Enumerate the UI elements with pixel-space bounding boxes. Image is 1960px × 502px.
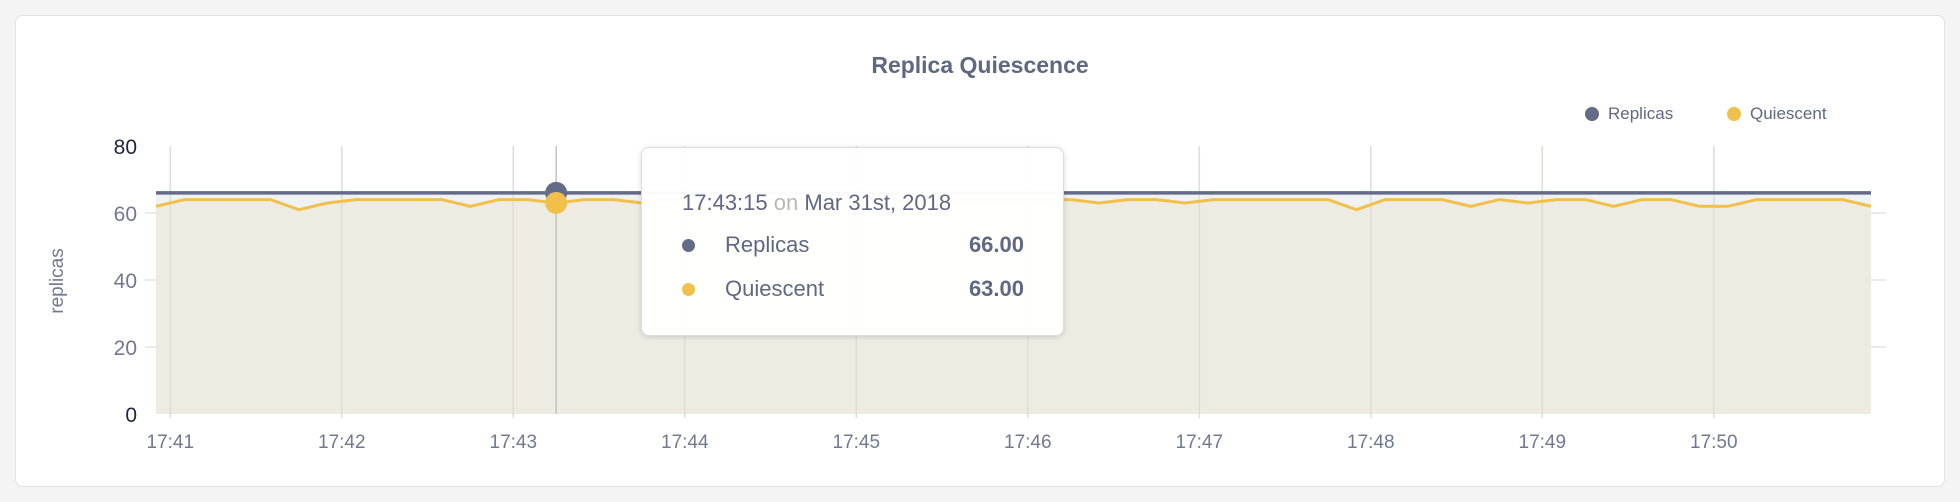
quiescent-legend-dot-icon bbox=[1727, 107, 1741, 121]
tooltip-series-value: 63.00 bbox=[968, 276, 1024, 301]
y-tick-label: 40 bbox=[114, 270, 137, 293]
tooltip-date: Mar 31st, 2018 bbox=[804, 190, 952, 215]
x-tick-label: 17:42 bbox=[318, 432, 366, 453]
chart-tooltip: 17:43:15 on Mar 31st, 2018 Replicas 66.0… bbox=[641, 147, 1064, 336]
y-tick-label: 80 bbox=[114, 136, 137, 159]
tooltip-row-replicas: Replicas 66.00 bbox=[682, 232, 1024, 258]
y-axis-label: replicas bbox=[47, 248, 68, 313]
tooltip-timestamp: 17:43:15 on Mar 31st, 2018 bbox=[682, 190, 951, 216]
x-tick-label: 17:41 bbox=[147, 432, 195, 453]
x-tick-label: 17:49 bbox=[1519, 432, 1567, 453]
legend-item-quiescent[interactable]: Quiescent bbox=[1727, 104, 1827, 124]
tooltip-series-name: Quiescent bbox=[725, 276, 825, 301]
tooltip-series-name: Replicas bbox=[725, 232, 810, 257]
x-tick-label: 17:48 bbox=[1347, 432, 1395, 453]
legend-label: Quiescent bbox=[1750, 104, 1827, 123]
legend-label: Replicas bbox=[1608, 104, 1674, 123]
x-tick-label: 17:46 bbox=[1004, 432, 1052, 453]
tooltip-series-value: 66.00 bbox=[968, 232, 1024, 257]
replicas-dot-icon bbox=[682, 238, 695, 252]
replicas-area bbox=[156, 192, 1871, 210]
tooltip-on: on bbox=[773, 190, 799, 215]
x-tick-label: 17:43 bbox=[490, 432, 538, 453]
x-tick-label: 17:50 bbox=[1690, 432, 1738, 453]
x-tick-label: 17:44 bbox=[661, 432, 709, 453]
replicas-legend-dot-icon bbox=[1585, 107, 1599, 121]
chart-title: Replica Quiescence bbox=[871, 52, 1089, 78]
tooltip-row-quiescent: Quiescent 63.00 bbox=[682, 276, 1024, 302]
y-tick-label: 20 bbox=[114, 337, 137, 360]
legend-item-replicas[interactable]: Replicas bbox=[1585, 104, 1673, 124]
x-tick-label: 17:47 bbox=[1176, 432, 1224, 453]
quiescent-dot-icon bbox=[682, 282, 695, 296]
y-tick-label: 0 bbox=[125, 404, 137, 427]
y-tick-label: 60 bbox=[114, 203, 137, 226]
quiescent-hover-point bbox=[545, 191, 568, 214]
tooltip-time: 17:43:15 bbox=[682, 190, 768, 215]
x-tick-label: 17:45 bbox=[833, 432, 881, 453]
